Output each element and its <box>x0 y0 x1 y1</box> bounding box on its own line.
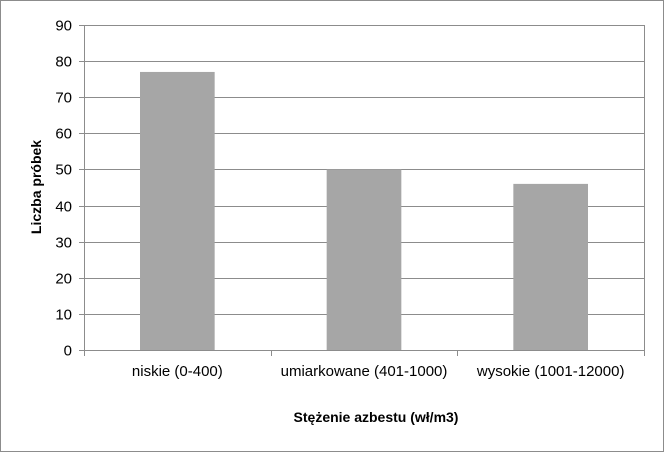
y-tick-label: 10 <box>55 307 72 324</box>
y-tick-label: 50 <box>55 162 72 179</box>
y-tick-label: 20 <box>55 271 72 288</box>
y-tick-label: 70 <box>55 90 72 107</box>
y-tick-label: 0 <box>64 343 72 360</box>
bars <box>140 71 588 350</box>
x-tick-label: umiarkowane (401-1000) <box>281 363 448 380</box>
y-axis-title: Liczba próbek <box>28 140 44 234</box>
x-tick-label: niskie (0-400) <box>132 363 223 380</box>
x-tick-label: wysokie (1001-12000) <box>476 363 625 380</box>
x-tick-labels: niskie (0-400) umiarkowane (401-1000) wyso… <box>132 363 625 380</box>
bar <box>140 71 215 350</box>
y-tick-label: 80 <box>55 54 72 71</box>
bar <box>326 169 402 350</box>
x-axis-title: Stężenie azbestu (wł/m3) <box>294 409 459 425</box>
axes <box>79 25 645 356</box>
y-tick-label: 60 <box>55 126 72 143</box>
y-tick-label: 90 <box>55 18 72 35</box>
y-tick-label: 40 <box>55 199 72 216</box>
bar <box>513 183 588 350</box>
y-tick-labels: 0 10 20 30 40 50 60 70 80 90 <box>55 18 72 360</box>
y-tick-label: 30 <box>55 235 72 252</box>
